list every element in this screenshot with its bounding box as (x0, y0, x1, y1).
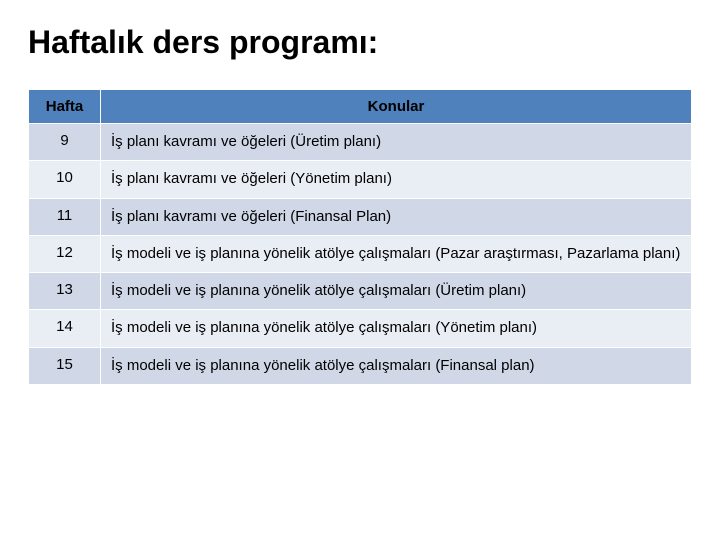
cell-week: 10 (29, 161, 101, 198)
cell-week: 13 (29, 273, 101, 310)
cell-topic: İş modeli ve iş planına yönelik atölye ç… (101, 235, 692, 272)
header-topic: Konular (101, 90, 692, 124)
table-row: 12 İş modeli ve iş planına yönelik atöly… (29, 235, 692, 272)
cell-week: 11 (29, 198, 101, 235)
cell-topic: İş modeli ve iş planına yönelik atölye ç… (101, 273, 692, 310)
cell-week: 9 (29, 124, 101, 161)
table-row: 14 İş modeli ve iş planına yönelik atöly… (29, 310, 692, 347)
table-row: 15 İş modeli ve iş planına yönelik atöly… (29, 347, 692, 384)
cell-week: 12 (29, 235, 101, 272)
schedule-table: Hafta Konular 9 İş planı kavramı ve öğel… (28, 89, 692, 385)
cell-week: 14 (29, 310, 101, 347)
page-title: Haftalık ders programı: (28, 24, 692, 61)
cell-topic: İş planı kavramı ve öğeleri (Yönetim pla… (101, 161, 692, 198)
table-row: 10 İş planı kavramı ve öğeleri (Yönetim … (29, 161, 692, 198)
cell-topic: İş modeli ve iş planına yönelik atölye ç… (101, 347, 692, 384)
cell-week: 15 (29, 347, 101, 384)
cell-topic: İş planı kavramı ve öğeleri (Finansal Pl… (101, 198, 692, 235)
table-row: 9 İş planı kavramı ve öğeleri (Üretim pl… (29, 124, 692, 161)
table-header-row: Hafta Konular (29, 90, 692, 124)
table-row: 13 İş modeli ve iş planına yönelik atöly… (29, 273, 692, 310)
cell-topic: İş modeli ve iş planına yönelik atölye ç… (101, 310, 692, 347)
header-week: Hafta (29, 90, 101, 124)
cell-topic: İş planı kavramı ve öğeleri (Üretim plan… (101, 124, 692, 161)
table-row: 11 İş planı kavramı ve öğeleri (Finansal… (29, 198, 692, 235)
table-body: 9 İş planı kavramı ve öğeleri (Üretim pl… (29, 124, 692, 385)
